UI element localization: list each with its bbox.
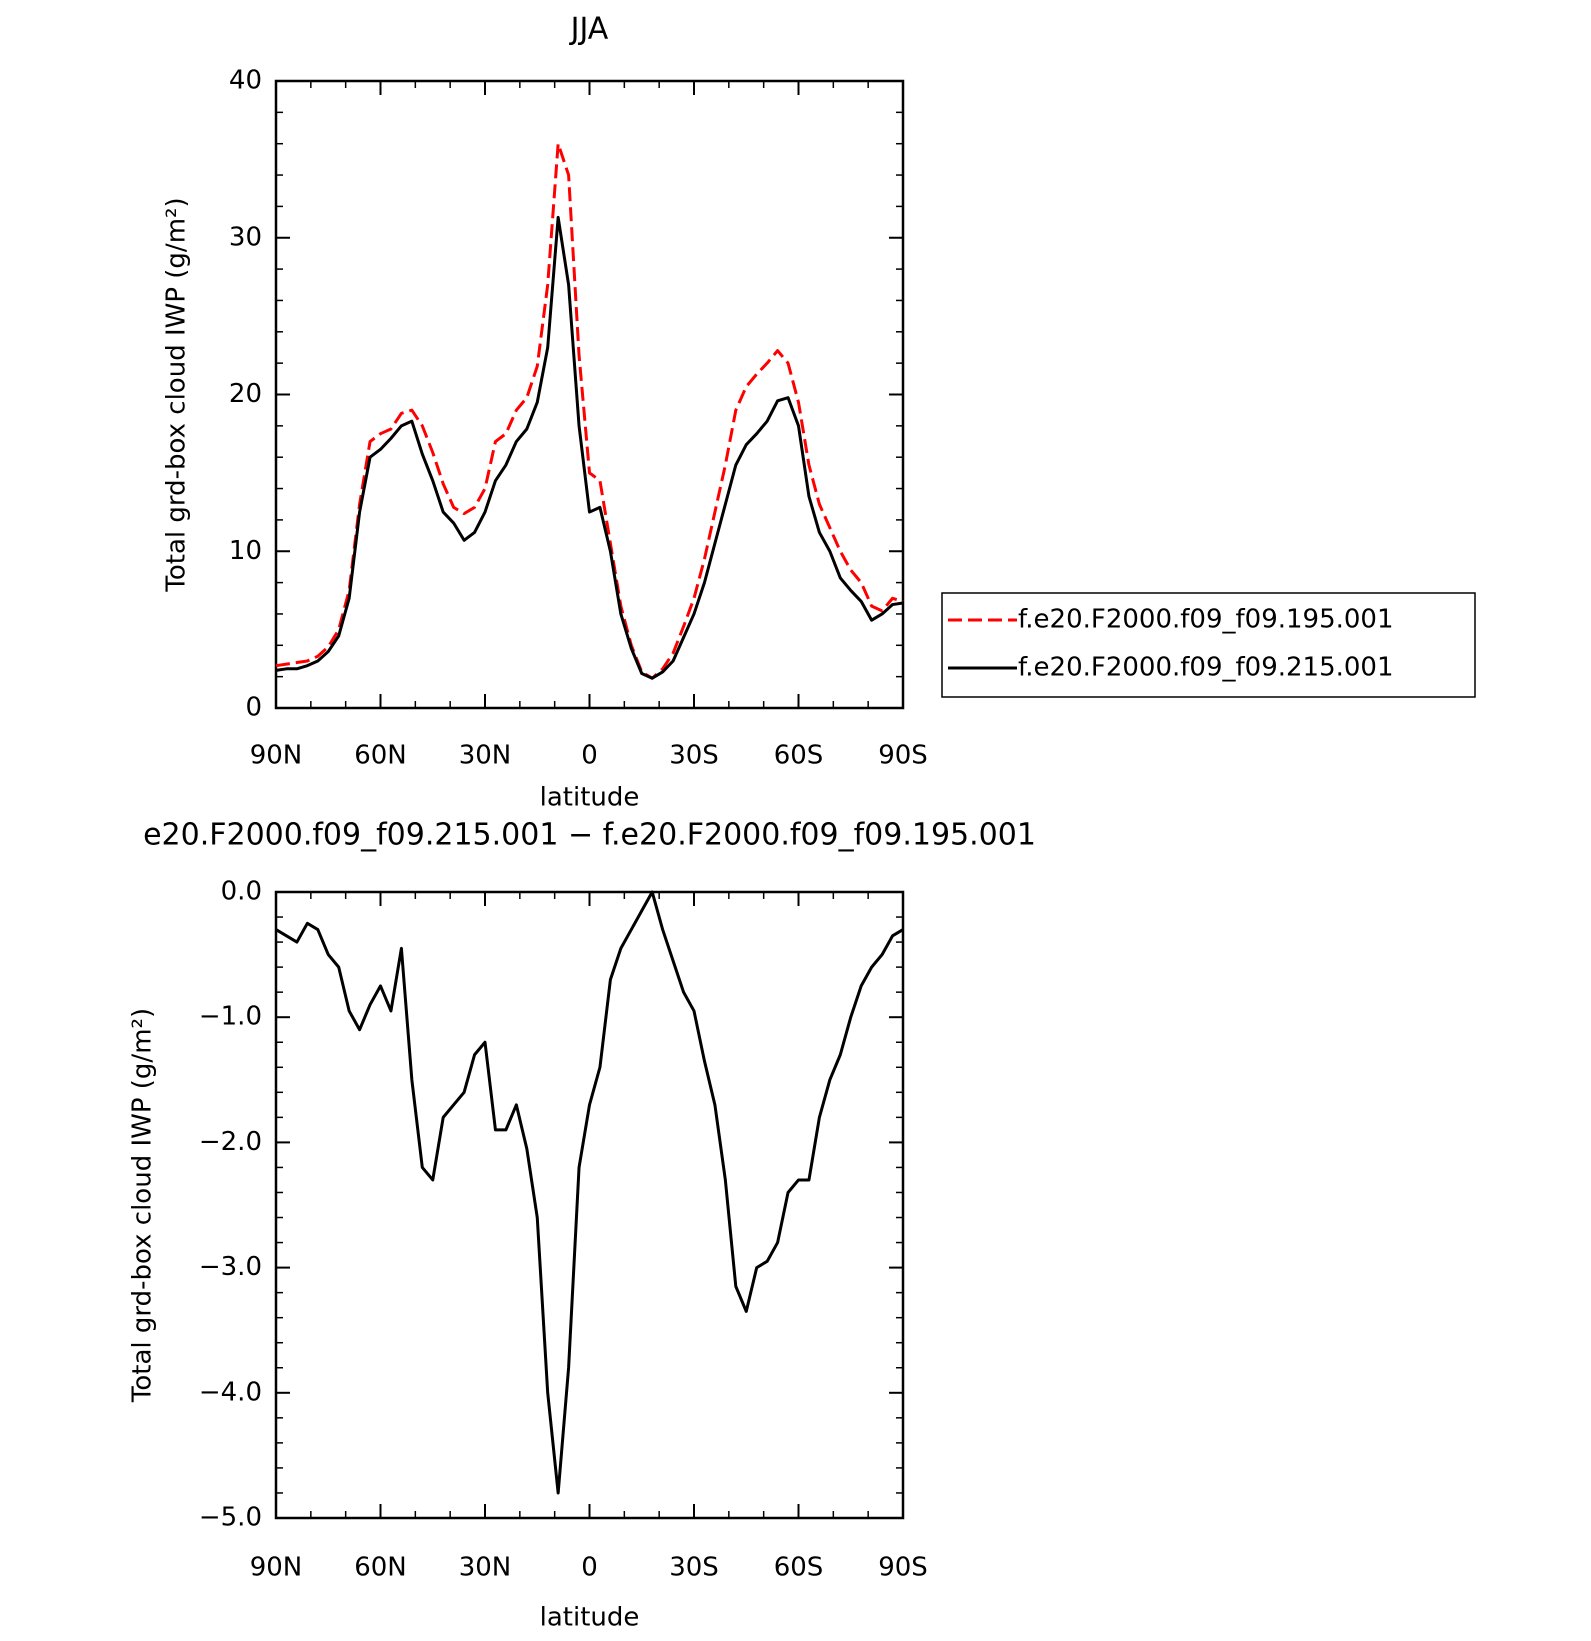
y-tick-label: −3.0 [199,1252,262,1282]
y-tick-label: 20 [229,379,262,409]
data-line [275,215,904,680]
x-axis-label: latitude [540,783,640,813]
x-tick-label: 60S [774,741,824,771]
chart-title: JJA [569,12,609,47]
y-tick-label: 30 [229,222,262,252]
y-tick-label: 0.0 [221,877,262,907]
plot-frame [274,890,905,1520]
x-tick-label: 90N [250,741,303,771]
chart-title: e20.F2000.f09_f09.215.001 − f.e20.F2000.… [143,818,1036,853]
x-tick-label: 60N [354,741,407,771]
y-tick-label: −1.0 [199,1002,262,1032]
data-line [275,890,904,1495]
x-tick-label: 30S [669,1553,719,1583]
x-tick-label: 90N [250,1553,303,1583]
legend-box [941,592,1476,698]
x-tick-label: 30S [669,741,719,771]
x-tick-label: 0 [581,741,598,771]
x-tick-label: 0 [581,1553,598,1583]
y-tick-label: −2.0 [199,1127,262,1157]
x-tick-label: 90S [878,741,928,771]
legend-label: f.e20.F2000.f09_f09.215.001 [1018,653,1394,683]
y-axis-label: Total grd-box cloud IWP (g/m²) [128,1008,158,1403]
y-tick-label: 10 [229,536,262,566]
y-tick-label: 40 [229,66,262,96]
y-tick-label: −5.0 [199,1503,262,1533]
x-axis-label: latitude [540,1603,640,1633]
y-tick-label: 0 [245,693,262,723]
x-tick-label: 30N [459,741,512,771]
plot-frame [274,79,905,710]
legend-label: f.e20.F2000.f09_f09.195.001 [1018,605,1394,635]
x-tick-label: 60N [354,1553,407,1583]
x-tick-label: 30N [459,1553,512,1583]
x-tick-label: 60S [774,1553,824,1583]
y-tick-label: −4.0 [199,1377,262,1407]
y-axis-label: Total grd-box cloud IWP (g/m²) [162,197,192,592]
data-line [275,142,904,680]
x-tick-label: 90S [878,1553,928,1583]
